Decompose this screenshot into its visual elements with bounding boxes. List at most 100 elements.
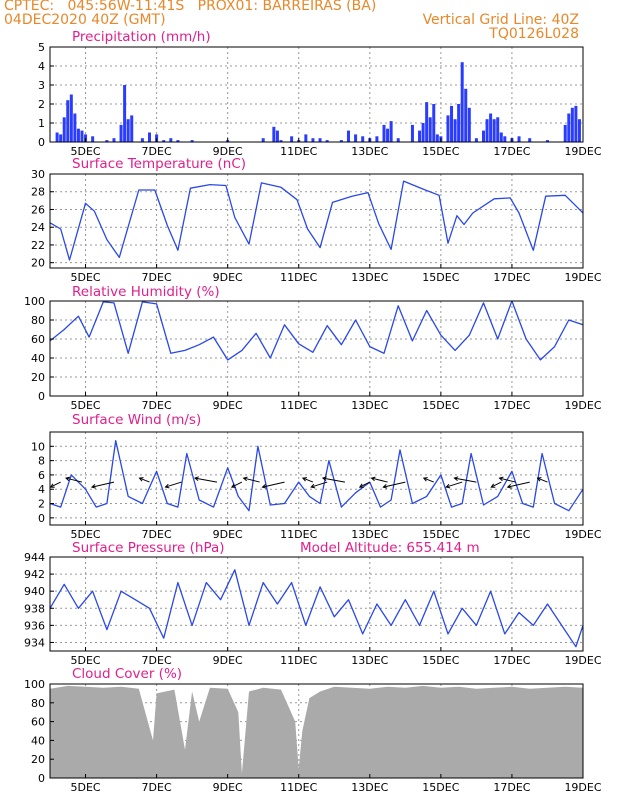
pressure-xtick-label: 17DEC <box>493 654 530 667</box>
precip-bar <box>105 140 109 142</box>
wind-arrowhead <box>536 477 542 482</box>
wind-xtick-label: 17DEC <box>493 528 530 541</box>
wind-arrowhead <box>358 483 364 488</box>
wind-arrow <box>262 481 285 488</box>
pressure-xtick-label: 11DEC <box>280 654 317 667</box>
wind-arrowhead <box>138 477 144 482</box>
wind-frame <box>49 431 584 526</box>
precip-bar <box>55 132 59 142</box>
precip-bar <box>492 119 496 142</box>
wind-ytick-label: 6 <box>38 469 45 482</box>
precip-bar <box>80 130 84 142</box>
precip-bar <box>69 94 73 142</box>
precip-bar <box>126 119 130 142</box>
precip-bar <box>76 128 80 142</box>
precip-bar <box>489 113 493 142</box>
wind-arrowhead <box>301 477 307 482</box>
pressure-xtick-label: 9DEC <box>213 654 243 667</box>
precip-bar <box>304 134 308 142</box>
precip-xtick-label: 13DEC <box>351 145 388 158</box>
precip-bar <box>162 140 166 142</box>
precip-bar <box>432 104 436 142</box>
wind-arrowhead <box>498 476 504 482</box>
pressure-xtick-label: 5DEC <box>70 654 100 667</box>
humidity-ytick-label: 0 <box>38 390 45 403</box>
precip-bar <box>396 138 400 142</box>
wind-arrowhead <box>382 484 388 489</box>
wind-xtick-label: 15DEC <box>422 528 459 541</box>
precip-xtick-label: 11DEC <box>280 145 317 158</box>
humidity-ytick-label: 100 <box>24 295 45 308</box>
precip-bar <box>354 134 358 142</box>
pressure-title: Surface Pressure (hPa) <box>72 540 225 556</box>
precip-bar <box>62 117 66 142</box>
temp-ytick-label: 26 <box>31 203 45 216</box>
precip-bar <box>418 130 422 142</box>
pressure-ytick-label: 934 <box>24 636 45 649</box>
wind-arrowhead <box>321 476 327 481</box>
wind-ytick-label: 0 <box>38 512 45 525</box>
precip-bar <box>311 138 315 142</box>
pressure-xtick-label: 7DEC <box>142 654 172 667</box>
precip-ytick-label: 2 <box>38 98 45 111</box>
precip-xtick-label: 5DEC <box>70 145 100 158</box>
wind-arrow <box>423 477 434 483</box>
humidity-xtick-label: 7DEC <box>142 399 172 412</box>
pressure-line <box>49 569 584 648</box>
wind-arrow <box>446 481 463 488</box>
wind-arrowhead <box>90 484 96 489</box>
precip-bar <box>272 126 276 142</box>
humidity-xtick-label: 9DEC <box>213 399 243 412</box>
cloud-xtick-label: 7DEC <box>142 781 172 794</box>
temp-line <box>49 180 584 261</box>
temp-xtick-label: 9DEC <box>213 271 243 284</box>
wind-arrowhead <box>310 483 316 489</box>
cloud-ytick-label: 20 <box>31 753 45 766</box>
pressure-ytick-label: 944 <box>24 551 45 564</box>
precip-bar <box>290 136 294 142</box>
wind-arrow <box>322 477 346 483</box>
wind-xtick-label: 19DEC <box>564 528 601 541</box>
precip-bar <box>382 124 386 142</box>
temp-xtick-label: 15DEC <box>422 271 459 284</box>
humidity-xtick-label: 19DEC <box>564 399 601 412</box>
cloud-xtick-label: 15DEC <box>422 781 459 794</box>
precip-bar <box>482 130 486 142</box>
wind-arrow <box>231 481 243 488</box>
temp-frame <box>49 173 584 269</box>
wind-arrow <box>491 481 502 488</box>
precip-bar <box>460 62 464 143</box>
pressure-ytick-label: 940 <box>24 585 45 598</box>
wind-arrowhead <box>370 476 376 482</box>
precip-bar <box>421 123 425 142</box>
precip-bar <box>318 138 322 142</box>
pressure-ytick-label: 936 <box>24 619 45 632</box>
cloud-ytick-label: 0 <box>38 772 45 785</box>
precip-bar <box>261 138 265 142</box>
precip-bar <box>435 134 439 142</box>
cloud-ytick-label: 60 <box>31 716 45 729</box>
wind-arrowhead <box>242 476 248 482</box>
precip-xtick-label: 15DEC <box>422 145 459 158</box>
precip-ytick-label: 1 <box>38 117 45 130</box>
cloud-area <box>50 685 583 778</box>
cloud-title: Cloud Cover (%) <box>72 666 182 682</box>
humidity-ytick-label: 60 <box>31 333 45 346</box>
precip-bar <box>503 136 507 142</box>
cloud-xtick-label: 17DEC <box>493 781 530 794</box>
wind-arrowhead <box>193 476 199 481</box>
wind-arrow <box>91 481 115 488</box>
humidity-xtick-label: 13DEC <box>351 399 388 412</box>
wind-arrow <box>311 481 328 488</box>
precip-bar <box>169 138 173 142</box>
humidity-frame <box>49 300 584 397</box>
wind-ytick-label: 4 <box>38 483 45 496</box>
wind-arrow <box>499 477 516 483</box>
precip-bar <box>467 107 471 142</box>
precip-bar <box>528 138 532 142</box>
precip-bar <box>464 88 468 142</box>
precip-bar <box>59 134 63 142</box>
cloud-xtick-label: 9DEC <box>213 781 243 794</box>
humidity-title: Relative Humidity (%) <box>72 284 220 300</box>
pressure-xtick-label: 19DEC <box>564 654 601 667</box>
